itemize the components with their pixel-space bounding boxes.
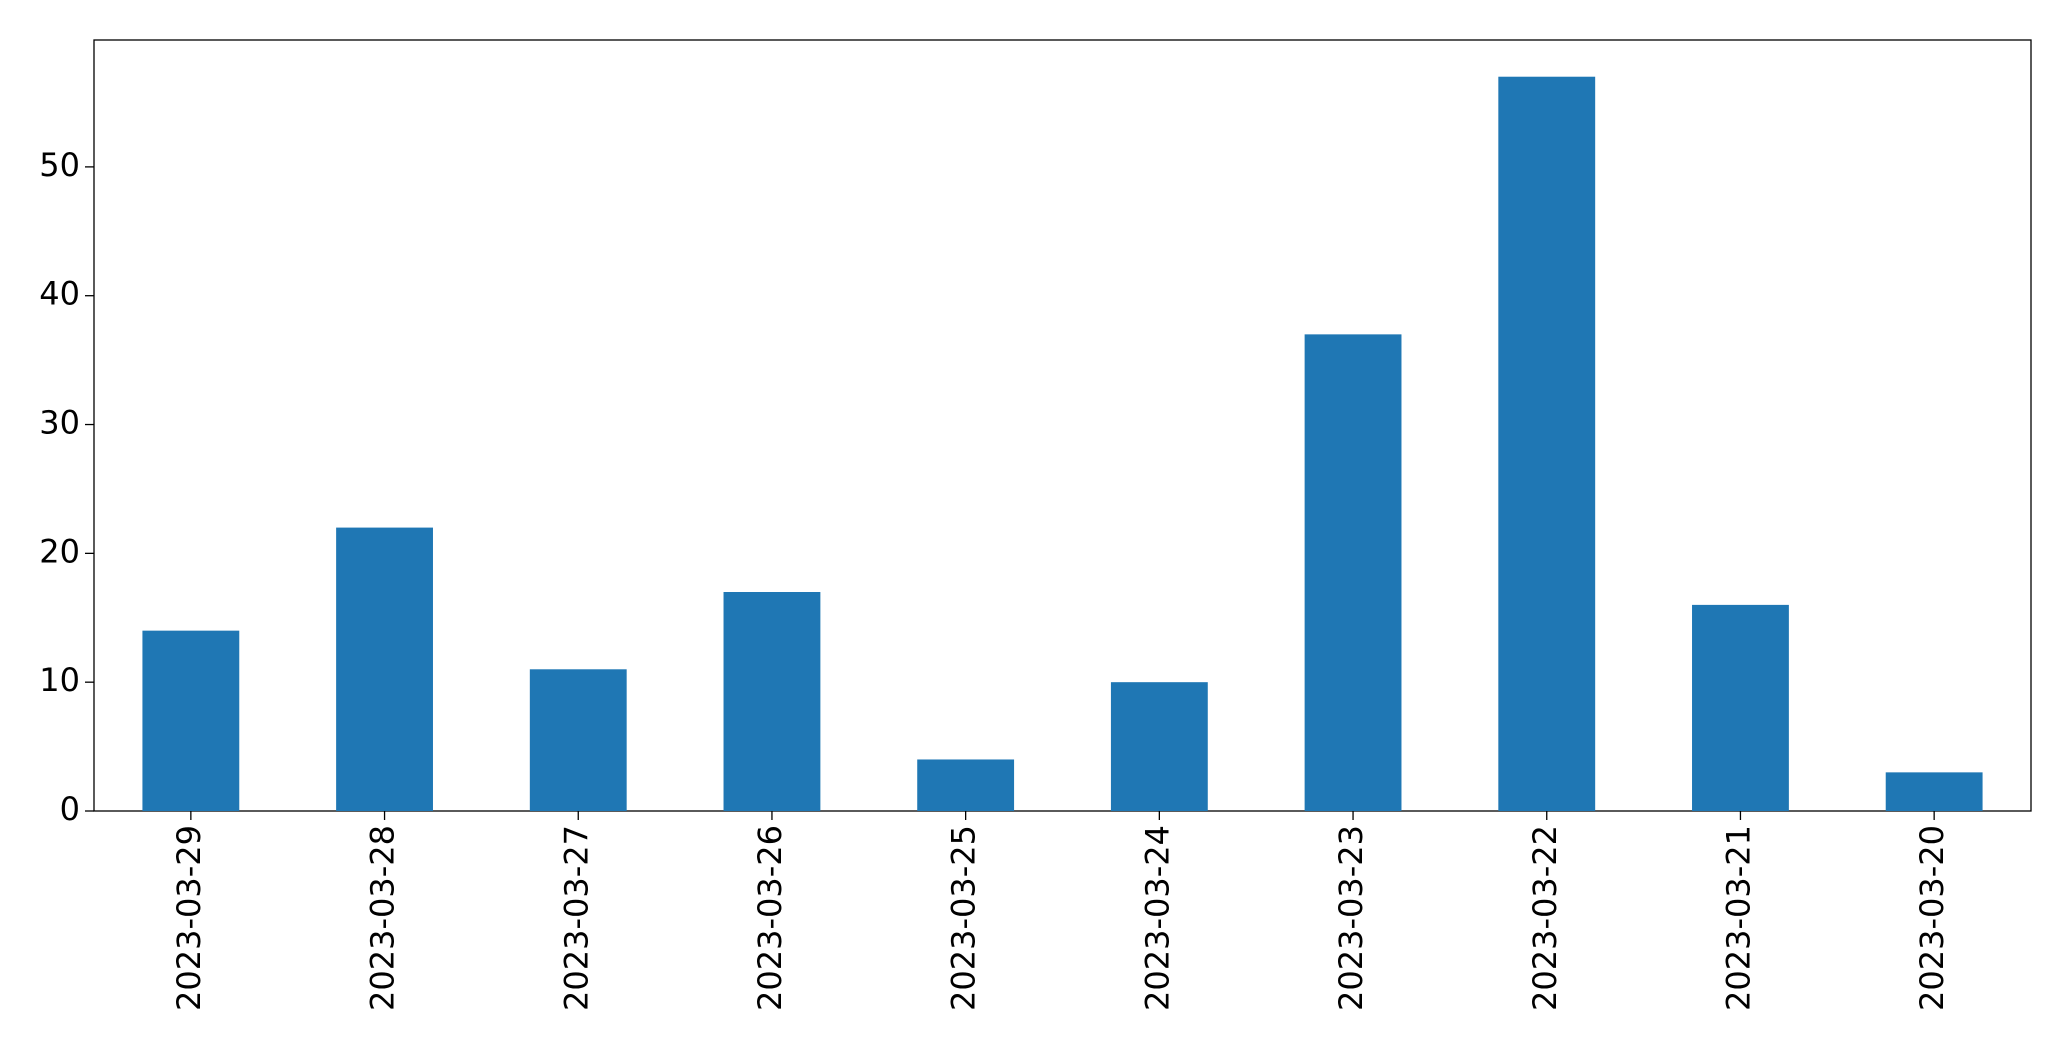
bar: [1885, 772, 1983, 811]
x-tick-label: 2023-03-23: [1332, 825, 1370, 1011]
x-tick-label: 2023-03-21: [1719, 825, 1757, 1011]
bar: [142, 630, 240, 811]
x-tick-label: 2023-03-26: [751, 825, 789, 1011]
bar: [1304, 334, 1402, 811]
x-tick-label: 2023-03-29: [170, 825, 208, 1011]
plot-frame: [93, 39, 2032, 812]
x-tick-label: 2023-03-22: [1526, 825, 1564, 1011]
x-tick-label: 2023-03-20: [1913, 825, 1951, 1011]
y-tick-label: 30: [39, 404, 80, 442]
x-tick-label: 2023-03-27: [557, 825, 595, 1011]
y-tick-label: 20: [39, 532, 80, 570]
bar: [1498, 76, 1596, 811]
bar: [1692, 604, 1789, 811]
bar: [723, 592, 821, 811]
bar: [336, 527, 433, 811]
x-tick-label: 2023-03-28: [364, 825, 402, 1011]
y-tick-label: 10: [39, 661, 80, 699]
y-tick-label: 50: [39, 146, 80, 184]
x-tick-label: 2023-03-25: [945, 825, 983, 1011]
bar: [529, 669, 627, 811]
x-tick-label: 2023-03-24: [1138, 825, 1176, 1011]
y-tick-label: 0: [60, 790, 80, 828]
bar: [917, 759, 1015, 811]
y-tick-label: 40: [39, 275, 80, 313]
bar: [1110, 682, 1208, 811]
